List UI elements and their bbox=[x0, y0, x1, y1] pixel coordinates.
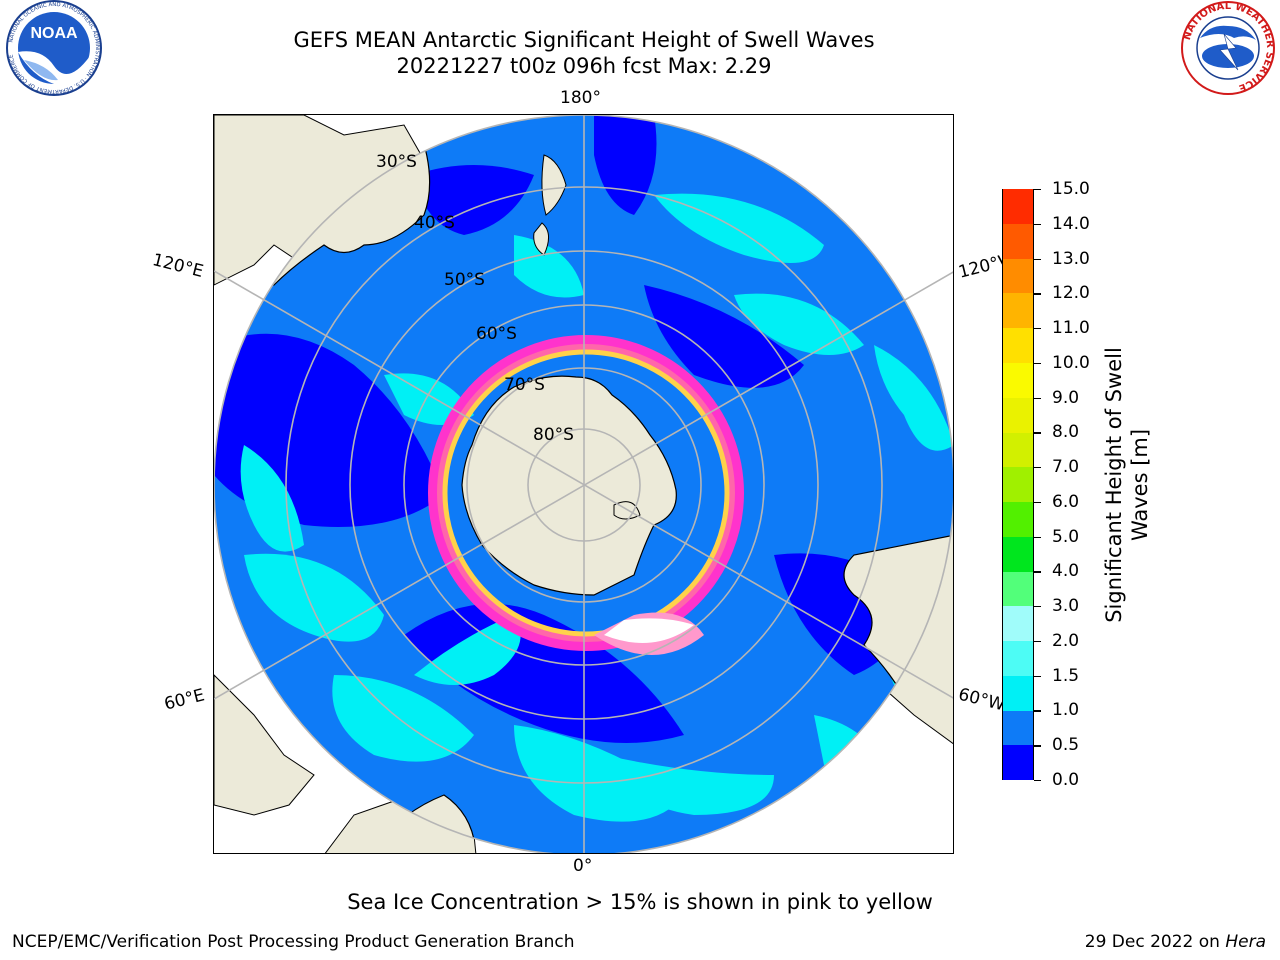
colorbar-tick-label: 2.0 bbox=[1052, 630, 1080, 651]
colorbar-segment bbox=[1003, 292, 1033, 329]
lat-label-30s: 30°S bbox=[376, 152, 417, 172]
colorbar-tick-label: 6.0 bbox=[1052, 491, 1080, 512]
lat-label-80s: 80°S bbox=[533, 425, 574, 445]
colorbar-tick-label: 9.0 bbox=[1052, 387, 1080, 408]
colorbar-tick-label: 0.5 bbox=[1052, 735, 1080, 756]
nws-logo: NATIONAL WEATHER SERVICE bbox=[1176, 0, 1280, 104]
colorbar-tick-label: 4.0 bbox=[1052, 561, 1080, 582]
footer-date-text: 29 Dec 2022 on bbox=[1084, 932, 1226, 952]
footer-machine: Hera bbox=[1225, 932, 1266, 952]
lon-label-60w: 60°W bbox=[956, 684, 1007, 716]
map-subtitle: 20221227 t00z 096h fcst Max: 2.29 bbox=[396, 54, 772, 78]
colorbar-tick bbox=[1034, 362, 1041, 365]
footer-date: 29 Dec 2022 on Hera bbox=[1085, 932, 1266, 952]
colorbar-tick bbox=[1034, 536, 1041, 538]
colorbar-tick bbox=[1034, 397, 1041, 399]
colorbar-tick-label: 1.5 bbox=[1052, 665, 1080, 686]
colorbar-tick-label: 1.0 bbox=[1052, 700, 1080, 721]
colorbar-tick bbox=[1034, 745, 1041, 747]
colorbar-tick bbox=[1034, 501, 1041, 504]
colorbar-tick bbox=[1034, 432, 1041, 434]
colorbar-tick-label: 8.0 bbox=[1052, 422, 1080, 443]
footer-producer: NCEP/EMC/Verification Post Processing Pr… bbox=[12, 932, 575, 952]
colorbar-tick-label: 15.0 bbox=[1052, 179, 1090, 199]
lat-label-60s: 60°S bbox=[476, 324, 517, 344]
noaa-logo-text: NOAA bbox=[30, 25, 78, 42]
sea-ice-margin bbox=[428, 335, 744, 651]
colorbar-tick bbox=[1034, 467, 1041, 469]
colorbar-tick bbox=[1034, 189, 1041, 191]
colorbar-segment bbox=[1003, 571, 1033, 607]
colorbar-tick-label: 11.0 bbox=[1052, 318, 1090, 339]
colorbar-tick bbox=[1034, 780, 1041, 782]
colorbar-label-line2: Waves [m] bbox=[1128, 428, 1152, 542]
colorbar-tick bbox=[1034, 223, 1041, 226]
polar-map-canvas bbox=[214, 115, 953, 853]
colorbar-segment bbox=[1003, 501, 1033, 537]
colorbar-tick-label: 7.0 bbox=[1052, 457, 1080, 478]
colorbar-segment bbox=[1003, 536, 1033, 572]
colorbar-segment bbox=[1003, 466, 1033, 503]
colorbar-segment bbox=[1003, 675, 1033, 711]
colorbar-tick-label: 0.0 bbox=[1052, 770, 1080, 790]
colorbar-segment bbox=[1003, 362, 1033, 398]
colorbar-tick-label: 13.0 bbox=[1052, 248, 1090, 269]
colorbar-tick-label: 3.0 bbox=[1052, 596, 1080, 617]
colorbar-tick bbox=[1034, 710, 1041, 712]
colorbar-segment bbox=[1003, 605, 1033, 642]
colorbar-segment bbox=[1003, 258, 1033, 294]
colorbar-tick-label: 12.0 bbox=[1052, 283, 1090, 304]
colorbar-segment bbox=[1003, 188, 1033, 224]
longitude-gridlines bbox=[214, 115, 953, 853]
colorbar bbox=[1002, 188, 1034, 781]
lon-label-180: 180° bbox=[560, 88, 601, 108]
noaa-logo: NOAA NATIONAL OCEANIC AND ATMOSPHERIC AD… bbox=[2, 0, 106, 104]
lat-label-50s: 50°S bbox=[444, 270, 485, 290]
lat-label-70s: 70°S bbox=[504, 375, 545, 395]
colorbar-segment bbox=[1003, 223, 1033, 259]
lat-label-40s: 40°S bbox=[414, 213, 455, 233]
colorbar-tick-label: 10.0 bbox=[1052, 352, 1090, 373]
colorbar-label-line1: Significant Height of Swell bbox=[1102, 347, 1126, 623]
sea-ice-note: Sea Ice Concentration > 15% is shown in … bbox=[347, 890, 933, 914]
colorbar-segment bbox=[1003, 710, 1033, 746]
colorbar-segment bbox=[1003, 744, 1033, 781]
colorbar-tick-label: 5.0 bbox=[1052, 526, 1080, 547]
colorbar-label-text: Significant Height of Swell Waves [m] bbox=[1101, 347, 1153, 623]
lon-label-120e: 120°E bbox=[150, 250, 206, 282]
colorbar-tick bbox=[1034, 675, 1041, 677]
colorbar-tick bbox=[1034, 328, 1041, 330]
colorbar-tick bbox=[1034, 258, 1041, 260]
colorbar-segment bbox=[1003, 640, 1033, 676]
colorbar-segment bbox=[1003, 397, 1033, 433]
map-title: GEFS MEAN Antarctic Significant Height o… bbox=[293, 28, 875, 52]
colorbar-segment bbox=[1003, 327, 1033, 363]
colorbar-tick-label: 14.0 bbox=[1052, 213, 1090, 234]
colorbar-segment bbox=[1003, 432, 1033, 468]
lon-label-0: 0° bbox=[573, 856, 593, 876]
lon-label-60e: 60°E bbox=[162, 685, 207, 715]
colorbar-tick bbox=[1034, 571, 1041, 573]
colorbar-tick bbox=[1034, 640, 1041, 643]
colorbar-tick bbox=[1034, 606, 1041, 608]
polar-map bbox=[213, 114, 954, 854]
colorbar-tick bbox=[1034, 293, 1041, 295]
